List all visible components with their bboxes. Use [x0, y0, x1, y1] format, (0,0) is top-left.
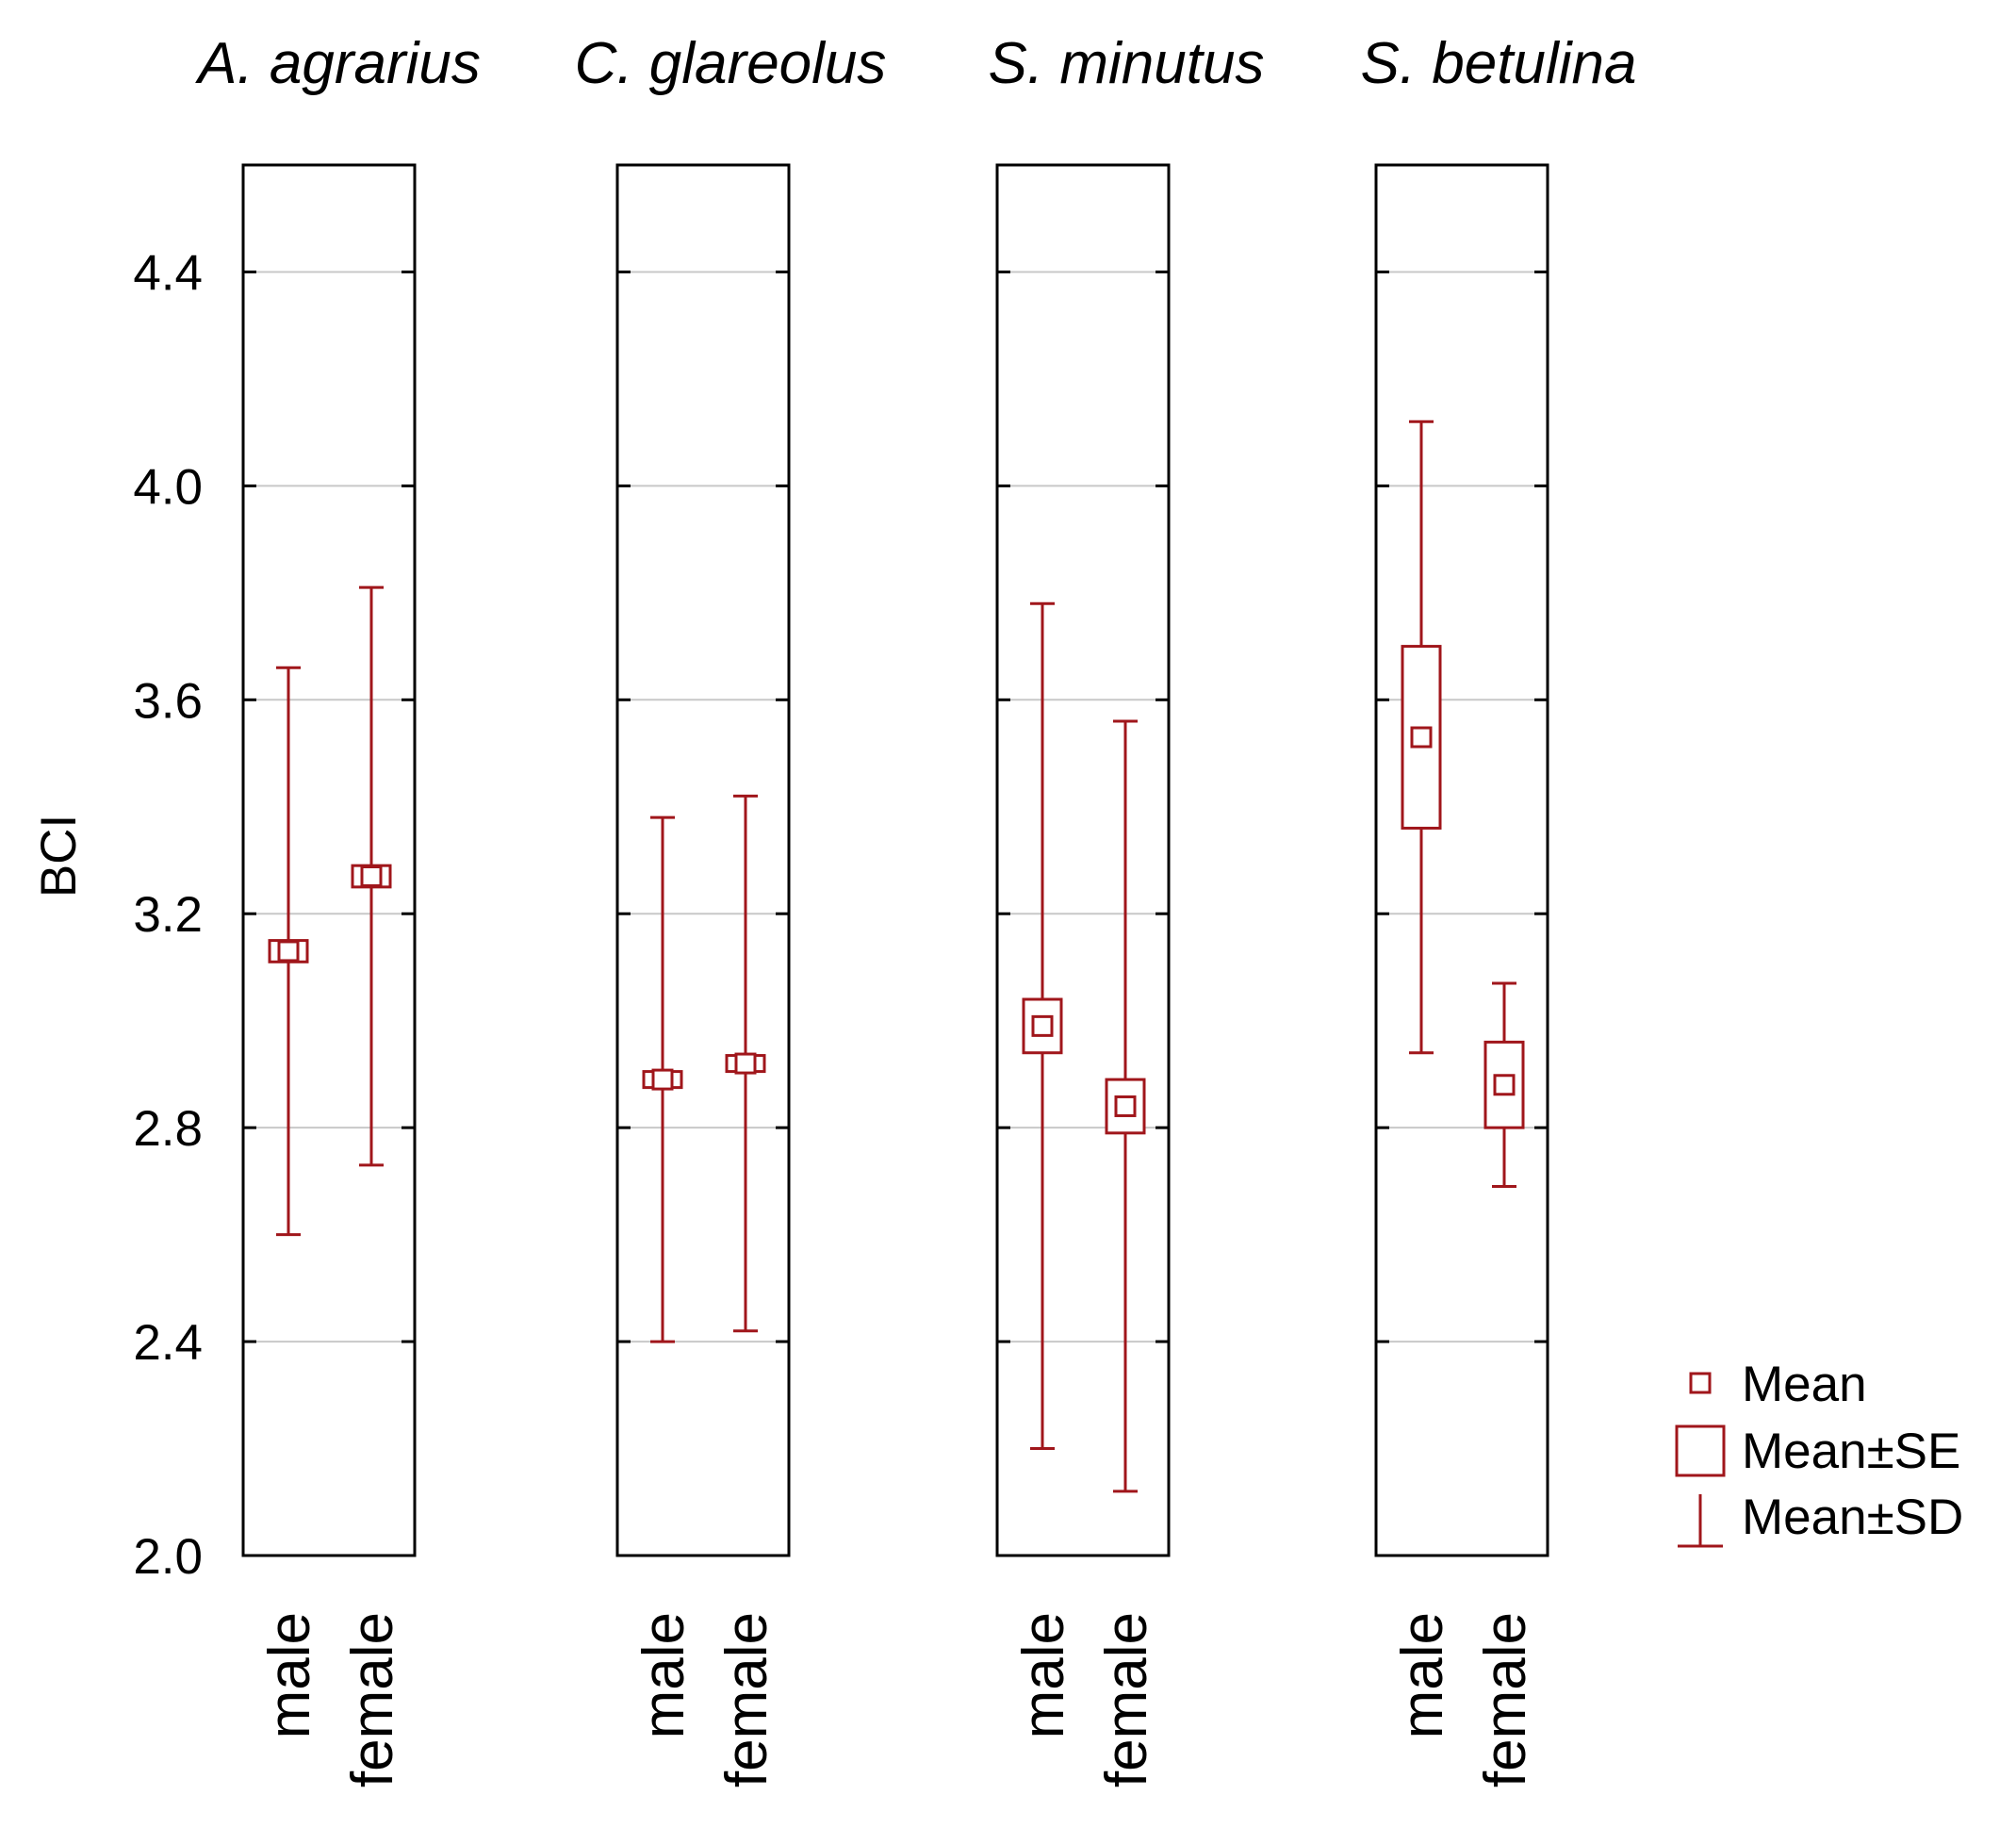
panel-frame [241, 163, 417, 1557]
panel-title: C. glareolus [575, 31, 887, 96]
group-male: male [631, 815, 697, 1738]
panel-title: S. minutus [989, 31, 1265, 96]
mean-marker [1493, 1074, 1516, 1096]
y-tick-label: 2.8 [133, 1101, 203, 1157]
category-label: female [714, 1612, 779, 1787]
y-axis-label: BCI [31, 815, 87, 897]
y-tick-labels: 2.0 2.4 2.8 3.2 3.6 4.0 4.4 [133, 245, 203, 1585]
legend: Mean Mean±SE Mean±SD [1675, 1357, 1963, 1548]
category-label: male [257, 1612, 322, 1738]
panel: S. betulina male female [1361, 31, 1637, 1787]
category-label: female [340, 1612, 405, 1787]
mean-marker [1410, 726, 1433, 749]
panel: A. agrarius male female [194, 31, 481, 1787]
group-male: male [257, 666, 322, 1738]
group-male: male [1011, 601, 1076, 1738]
group-female: female [714, 794, 779, 1787]
panel-frame [615, 163, 791, 1557]
group-male: male [1390, 420, 1455, 1738]
category-label: male [1011, 1612, 1076, 1738]
category-label: female [1094, 1612, 1159, 1787]
panel: C. glareolus male female [575, 31, 887, 1787]
group-female: female [1094, 719, 1159, 1787]
group-female: female [340, 585, 405, 1787]
legend-entry: Mean [1742, 1357, 1867, 1412]
y-tick-label: 3.6 [133, 673, 203, 729]
category-label: male [1390, 1612, 1455, 1738]
panel: S. minutus male female [989, 31, 1265, 1787]
mean-marker [734, 1052, 757, 1075]
mean-marker [360, 865, 383, 888]
legend-entry: Mean±SD [1742, 1490, 1963, 1545]
mean-marker [1031, 1014, 1054, 1037]
y-tick-label: 3.2 [133, 887, 203, 943]
y-tick-label: 2.4 [133, 1315, 203, 1371]
panel-title: S. betulina [1361, 31, 1637, 96]
panel-frame [1374, 163, 1549, 1557]
legend-se-swatch [1675, 1424, 1726, 1477]
panel-frame [995, 163, 1171, 1557]
mean-marker [651, 1068, 674, 1091]
category-label: male [631, 1612, 697, 1738]
legend-mean-swatch [1689, 1372, 1712, 1394]
legend-entry: Mean±SE [1742, 1424, 1960, 1479]
y-tick-label: 4.0 [133, 459, 203, 515]
group-female: female [1473, 981, 1538, 1787]
panel-title: A. agrarius [194, 31, 481, 96]
category-label: female [1473, 1612, 1538, 1787]
se-box [1401, 645, 1442, 830]
mean-marker [277, 940, 300, 963]
y-tick-label: 4.4 [133, 245, 203, 301]
mean-marker [1114, 1095, 1137, 1117]
y-tick-label: 2.0 [133, 1529, 203, 1585]
